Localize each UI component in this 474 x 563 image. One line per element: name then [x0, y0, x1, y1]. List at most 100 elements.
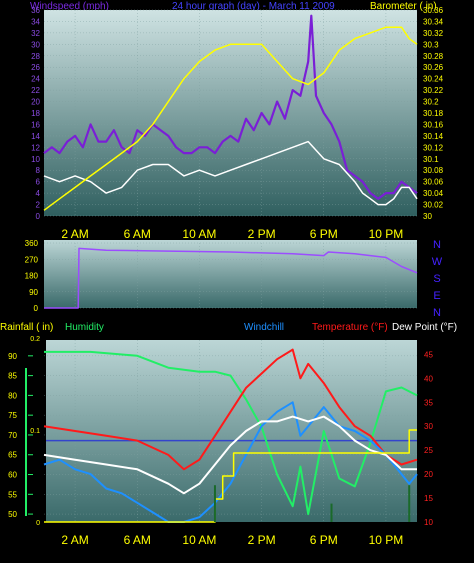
direction-tick-label: 90 — [29, 288, 38, 297]
barometer-tick-label: 30 — [423, 212, 432, 221]
barometer-tick-label: 30.2 — [423, 98, 439, 107]
wind-tick-label: 36 — [31, 6, 40, 15]
dewpoint-line — [43, 415, 417, 495]
rainfall-label: Rainfall ( in) — [0, 322, 53, 333]
wind-tick-label: 8 — [36, 166, 41, 175]
time-axis-label: 6 PM — [310, 227, 338, 241]
compass-label: E — [433, 290, 440, 302]
time-axis-label: 10 PM — [369, 533, 404, 547]
time-axis-label: 6 AM — [124, 227, 151, 241]
direction-tick-label: 270 — [25, 255, 39, 264]
temperature-tick-label: 20 — [424, 470, 433, 479]
humidity-tick-label: 75 — [8, 411, 17, 420]
humidity-tick-label: 60 — [8, 471, 17, 480]
temperature-tick-label: 35 — [424, 398, 433, 407]
time-axis-label: 10 AM — [182, 533, 216, 547]
humidity-line — [44, 350, 418, 516]
rain-tick-label: 0 — [36, 520, 40, 527]
temperature-tick-label: 15 — [424, 494, 433, 503]
wind-tick-label: 22 — [31, 86, 40, 95]
wind-tick-label: 30 — [31, 40, 40, 49]
time-axis-label: 2 PM — [248, 227, 276, 241]
gust-line — [43, 14, 418, 200]
humidity-tick-label: 55 — [8, 490, 17, 499]
barometer-tick-label: 30.3 — [423, 40, 439, 49]
direction-tick-label: 360 — [25, 239, 39, 248]
barometer-tick-label: 30.28 — [423, 52, 444, 61]
wind-tick-label: 6 — [36, 178, 41, 187]
barometer-line — [43, 26, 418, 211]
wind-tick-label: 16 — [31, 120, 40, 129]
rain-tick-label: 0.1 — [30, 428, 40, 435]
temperature-label: Temperature (°F) — [312, 322, 388, 333]
barometer-tick-label: 30.04 — [423, 189, 444, 198]
barometer-tick-label: 30.26 — [423, 63, 444, 72]
wind-tick-label: 28 — [31, 52, 40, 61]
barometer-tick-label: 30.12 — [423, 143, 444, 152]
panel-wind-series — [43, 14, 418, 211]
wind-tick-label: 24 — [31, 75, 40, 84]
chart-title: 24 hour graph (day) - March 11 2009 — [172, 1, 335, 12]
wind-tick-label: 4 — [36, 189, 41, 198]
direction-line — [44, 247, 418, 309]
panel-direction-grid — [44, 242, 417, 309]
wind-tick-label: 18 — [31, 109, 40, 118]
humidity-tick-label: 85 — [8, 372, 17, 381]
time-axis-label: 6 AM — [124, 533, 151, 547]
barometer-tick-label: 30.14 — [423, 132, 444, 141]
barometer-tick-label: 30.22 — [423, 86, 444, 95]
temperature-tick-label: 10 — [424, 518, 433, 527]
barometer-tick-label: 30.36 — [423, 6, 444, 15]
compass-label: N — [433, 239, 441, 251]
time-axis-label: 6 PM — [310, 533, 338, 547]
windchill-line — [43, 401, 418, 523]
wind-tick-label: 0 — [36, 212, 41, 221]
temperature-tick-label: 45 — [424, 350, 433, 359]
wind-tick-label: 32 — [31, 29, 40, 38]
temperature-tick-label: 30 — [424, 422, 433, 431]
windspeed-header: Windspeed (mph) — [30, 1, 109, 12]
barometer-tick-label: 30.1 — [423, 155, 439, 164]
barometer-tick-label: 30.06 — [423, 178, 444, 187]
barometer-tick-label: 30.24 — [423, 75, 444, 84]
direction-tick-label: 0 — [34, 304, 39, 313]
time-axis-label: 2 AM — [61, 227, 88, 241]
panel-direction-series — [44, 247, 418, 309]
humidity-tick-label: 50 — [8, 510, 17, 519]
humidity-tick-label: 80 — [8, 391, 17, 400]
rain-tick-label: 0.2 — [30, 336, 40, 343]
barometer-tick-label: 30.18 — [423, 109, 444, 118]
barometer-tick-label: 30.16 — [423, 120, 444, 129]
compass-label: S — [433, 273, 440, 285]
temperature-line — [43, 348, 418, 471]
barometer-header: Barometer ( in) — [370, 1, 437, 12]
barometer-tick-label: 30.08 — [423, 166, 444, 175]
humidity-label: Humidity — [65, 322, 104, 333]
compass-label: W — [432, 256, 443, 268]
panel-temperature-series — [43, 348, 418, 523]
time-axis-label: 2 PM — [248, 533, 276, 547]
time-axis-label: 2 AM — [61, 533, 88, 547]
wind-tick-label: 2 — [36, 201, 41, 210]
barometer-tick-label: 30.34 — [423, 17, 444, 26]
wind-tick-label: 20 — [31, 98, 40, 107]
wind-tick-label: 34 — [31, 17, 40, 26]
humidity-tick-label: 65 — [8, 451, 17, 460]
temperature-tick-label: 25 — [424, 446, 433, 455]
humidity-tick-label: 90 — [8, 352, 17, 361]
wind_avg-line — [43, 140, 418, 206]
humidity-tick-label: 70 — [8, 431, 17, 440]
dewpoint-label: Dew Point (°F) — [392, 322, 457, 333]
wind-tick-label: 14 — [31, 132, 40, 141]
time-axis-label: 10 AM — [182, 227, 216, 241]
axis-labels: 0246810121416182022242628303234363030.02… — [8, 6, 443, 547]
direction-tick-label: 180 — [25, 272, 39, 281]
barometer-tick-label: 30.32 — [423, 29, 444, 38]
windchill-label: Windchill — [244, 322, 284, 333]
wind-tick-label: 12 — [31, 143, 40, 152]
wind-tick-label: 26 — [31, 63, 40, 72]
wind-tick-label: 10 — [31, 155, 40, 164]
compass-label: N — [433, 307, 441, 319]
barometer-tick-label: 30.02 — [423, 201, 444, 210]
